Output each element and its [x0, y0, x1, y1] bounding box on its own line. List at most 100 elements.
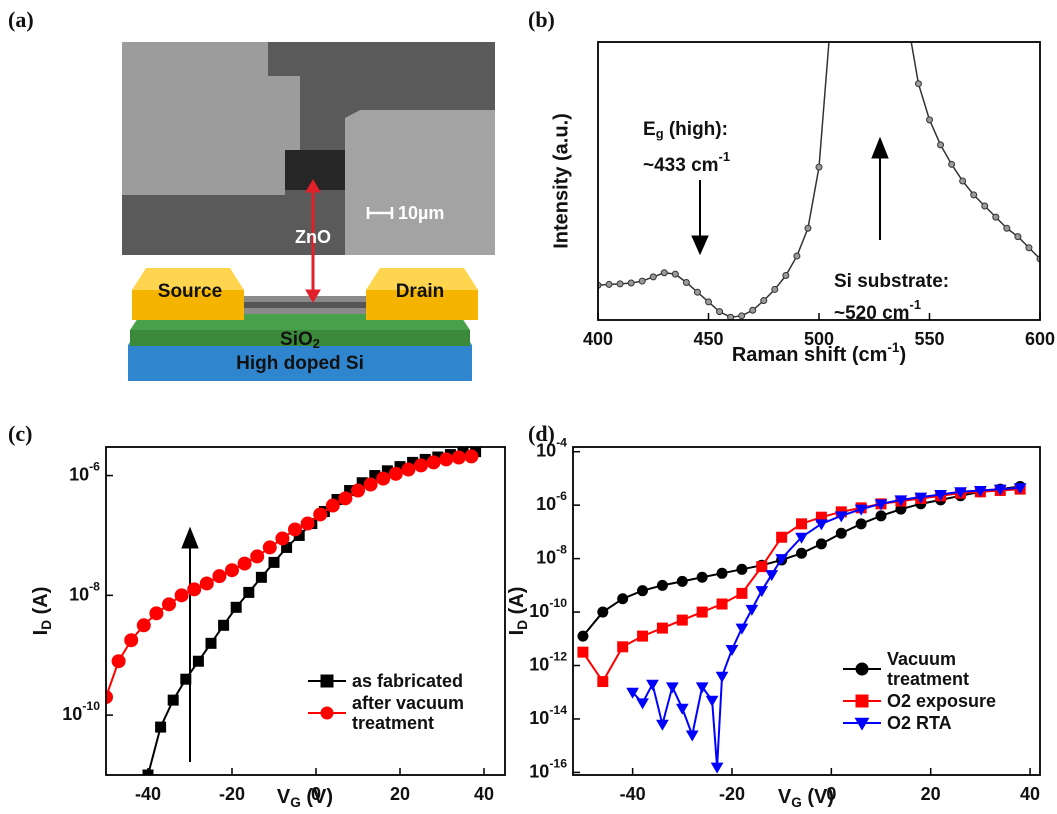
- tick-base: 10: [69, 584, 89, 604]
- marker: [649, 273, 657, 281]
- marker: [638, 277, 646, 285]
- text-part: ~520 cm: [834, 303, 910, 324]
- x-tick-label: 0: [826, 784, 836, 804]
- marker: [671, 270, 679, 278]
- x-axis-label: Raman shift (cm-1): [732, 340, 906, 367]
- marker: [727, 313, 735, 320]
- legend-entry: O2 RTA: [841, 713, 1015, 733]
- marker: [954, 487, 967, 499]
- marker: [705, 695, 719, 707]
- axes-frame: [105, 446, 506, 776]
- marker: [616, 280, 624, 288]
- device-schematic: Source Drain High doped Si: [128, 268, 478, 381]
- x-tick-label: 0: [311, 784, 321, 804]
- marker: [855, 662, 869, 676]
- marker: [106, 690, 113, 705]
- x-tick-label: 20: [921, 784, 941, 804]
- marker: [660, 269, 668, 277]
- marker: [577, 630, 589, 642]
- legend-label: Vacuum treatment: [887, 649, 970, 689]
- marker: [617, 641, 629, 653]
- marker: [637, 630, 649, 642]
- marker: [1014, 233, 1022, 241]
- marker: [696, 606, 708, 618]
- panel-label: (b): [528, 7, 555, 32]
- text-part: Si substrate:: [834, 271, 949, 292]
- text-part: V: [277, 786, 291, 808]
- marker: [149, 606, 164, 621]
- drain-label: Drain: [396, 281, 445, 302]
- y-tick-label: 10-4: [536, 436, 567, 461]
- text-part: -1: [887, 340, 900, 355]
- y-tick-label: 10-16: [529, 757, 567, 782]
- tick-base: 10: [536, 494, 556, 514]
- marker: [656, 622, 668, 634]
- text-part: (high):: [664, 119, 728, 140]
- tick-base: 10: [62, 704, 82, 724]
- marker: [934, 489, 948, 501]
- marker: [637, 585, 649, 597]
- text-part: Raman shift (cm: [732, 344, 888, 366]
- marker: [815, 538, 827, 550]
- legend-icon: [843, 662, 881, 676]
- marker: [192, 655, 204, 667]
- marker: [167, 694, 179, 706]
- text-part: (V): [301, 786, 333, 808]
- tick-base: 10: [536, 547, 556, 567]
- marker: [804, 224, 812, 232]
- marker: [665, 682, 679, 694]
- marker: [338, 491, 353, 506]
- legend-icon: [843, 694, 881, 708]
- marker: [959, 177, 967, 185]
- marker: [682, 278, 690, 286]
- y-axis-label: ID (A): [506, 587, 529, 636]
- marker: [738, 312, 746, 320]
- marker: [796, 518, 808, 530]
- marker: [597, 606, 609, 618]
- marker: [162, 597, 176, 612]
- text-part: E: [643, 119, 656, 140]
- marker: [992, 213, 1000, 221]
- text-part: I: [30, 630, 52, 636]
- text-part: (A): [30, 587, 52, 620]
- tick-exponent: -12: [549, 650, 567, 664]
- tick-base: 10: [529, 761, 549, 781]
- x-tick-label: 600: [1025, 329, 1055, 349]
- x-tick-label: 20: [390, 784, 410, 804]
- legend-entry: Vacuum treatment: [841, 649, 1015, 689]
- y-tick-label: 10-6: [69, 460, 100, 485]
- tick-exponent: -14: [549, 703, 567, 717]
- text-part: (A): [506, 587, 528, 620]
- marker: [617, 593, 629, 605]
- marker: [363, 477, 378, 492]
- marker: [320, 706, 334, 720]
- marker: [401, 462, 416, 477]
- text-part: -1: [719, 149, 730, 164]
- x-tick-label: -20: [219, 784, 245, 804]
- marker: [736, 563, 748, 575]
- marker: [904, 17, 910, 23]
- text-part: G: [290, 795, 301, 810]
- marker: [627, 279, 635, 287]
- x-axis-label: VG (V): [778, 786, 834, 809]
- marker: [894, 495, 908, 507]
- marker: [111, 654, 126, 669]
- tick-exponent: -6: [556, 489, 567, 503]
- marker: [218, 619, 230, 631]
- marker: [255, 571, 267, 583]
- zno-label: ZnO: [295, 227, 331, 247]
- marker: [275, 531, 290, 546]
- text-part: 2: [313, 336, 320, 351]
- text-part: SiO: [280, 329, 313, 350]
- marker: [351, 483, 365, 498]
- annotation: Si substrate:: [834, 271, 949, 292]
- marker: [676, 575, 688, 587]
- marker: [237, 556, 252, 571]
- marker: [914, 492, 928, 504]
- marker: [180, 673, 192, 685]
- marker: [914, 80, 922, 88]
- x-axis-label: VG (V): [277, 786, 333, 809]
- marker: [937, 141, 945, 149]
- marker: [926, 116, 933, 124]
- x-tick-label: 500: [804, 329, 834, 349]
